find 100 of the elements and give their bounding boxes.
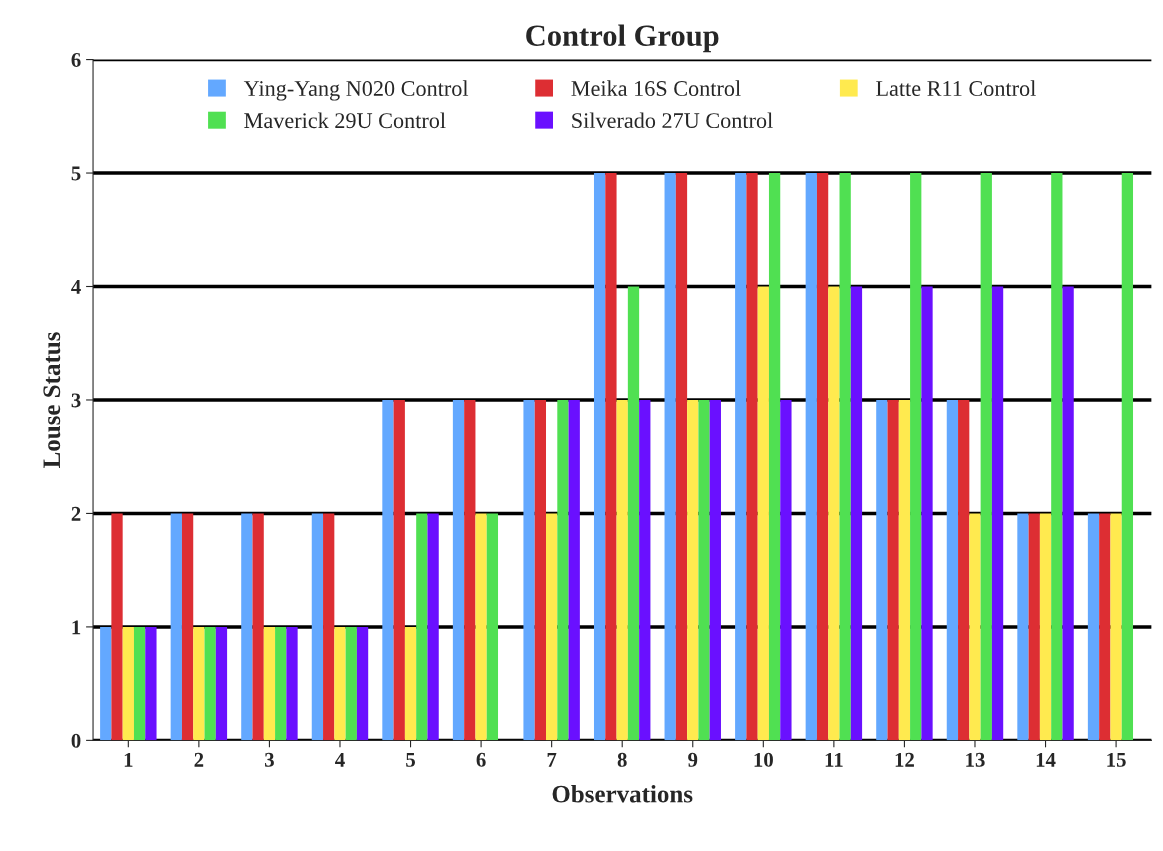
y-tick-label: 1	[72, 620, 81, 635]
bar	[181, 513, 194, 741]
y-tick-label: 5	[71, 166, 81, 181]
bar	[709, 399, 721, 741]
bar	[404, 626, 417, 741]
bar	[1087, 513, 1100, 741]
bar	[215, 626, 228, 741]
bar	[757, 286, 769, 741]
bar	[170, 513, 182, 741]
x-tick-label: 7	[547, 752, 557, 767]
bar	[486, 513, 499, 741]
y-tick-label: 3	[71, 393, 81, 408]
bar	[464, 399, 476, 741]
bar	[427, 513, 439, 741]
x-tick-label: 12	[895, 752, 914, 767]
bar	[393, 399, 405, 741]
bar	[675, 173, 688, 741]
bar	[768, 173, 781, 741]
bar	[1062, 286, 1074, 741]
y-tick-label: 4	[71, 280, 81, 294]
chart-title: Control Group	[526, 24, 719, 53]
bar	[921, 286, 933, 741]
bar	[1051, 173, 1063, 741]
bar	[980, 173, 992, 741]
legend-label: Silverado 27U Control	[572, 112, 773, 129]
bar	[735, 173, 747, 741]
bar	[991, 286, 1004, 741]
bar	[416, 513, 428, 741]
bar	[1017, 513, 1029, 741]
y-tick-label: 0	[71, 733, 81, 748]
x-tick-label: 5	[406, 752, 415, 767]
y-tick-label: 6	[71, 53, 81, 67]
bar	[241, 513, 253, 741]
bar	[1039, 513, 1052, 741]
bar	[816, 173, 829, 741]
bar	[356, 626, 369, 741]
bar	[593, 173, 606, 741]
y-tick-label: 2	[71, 506, 81, 521]
bar	[145, 626, 157, 741]
x-tick-label: 10	[754, 752, 773, 767]
bar	[275, 626, 287, 741]
bar	[839, 173, 851, 741]
x-tick-label: 15	[1107, 752, 1126, 767]
bar	[334, 626, 346, 741]
bar	[122, 626, 134, 741]
bar	[605, 173, 617, 741]
x-tick-label: 4	[335, 752, 345, 767]
bar	[627, 286, 640, 741]
legend-label: Meika 16S Control	[571, 80, 741, 97]
bar	[204, 626, 216, 741]
x-tick-label: 13	[966, 752, 985, 767]
bar	[780, 399, 792, 741]
x-tick-label: 6	[476, 752, 486, 767]
bar	[252, 513, 264, 741]
bar	[523, 399, 535, 741]
bar	[452, 399, 465, 741]
bar	[263, 626, 276, 741]
bar	[969, 513, 981, 741]
bar	[546, 513, 558, 741]
x-tick-label: 8	[617, 752, 627, 767]
bar	[910, 173, 922, 741]
bar	[133, 626, 146, 741]
bar	[887, 399, 899, 741]
bar	[100, 626, 112, 741]
bar	[616, 399, 628, 741]
bar	[958, 399, 970, 741]
bar	[534, 399, 547, 741]
x-tick-label: 9	[688, 752, 698, 767]
legend-label: Latte R11 Control	[876, 80, 1036, 97]
bar	[828, 286, 840, 741]
bar	[805, 173, 817, 741]
bar	[898, 399, 911, 741]
bar	[286, 626, 298, 741]
bar	[698, 399, 710, 741]
bar	[557, 399, 569, 741]
bar	[382, 399, 394, 741]
bar	[311, 513, 324, 741]
bar	[850, 286, 863, 741]
bar	[664, 173, 676, 741]
x-axis-title: Observations	[552, 784, 693, 803]
bar	[946, 399, 959, 741]
x-tick-label: 3	[265, 752, 274, 767]
bar	[1028, 513, 1040, 741]
bar	[475, 513, 487, 741]
bar	[639, 399, 651, 741]
bar	[111, 513, 123, 741]
x-tick-label: 1	[124, 752, 133, 767]
bar	[876, 399, 888, 741]
y-axis-title: Louse Status	[43, 332, 61, 468]
x-tick-label: 11	[825, 752, 843, 767]
bar	[568, 399, 580, 741]
bar	[687, 399, 699, 741]
bar	[1110, 513, 1122, 741]
bar	[193, 626, 205, 741]
bar	[1121, 173, 1134, 741]
bar	[746, 173, 758, 741]
legend-label: Ying-Yang N020 Control	[243, 80, 469, 101]
bar	[323, 513, 335, 741]
x-tick-label: 14	[1036, 752, 1056, 767]
bar	[345, 626, 357, 741]
